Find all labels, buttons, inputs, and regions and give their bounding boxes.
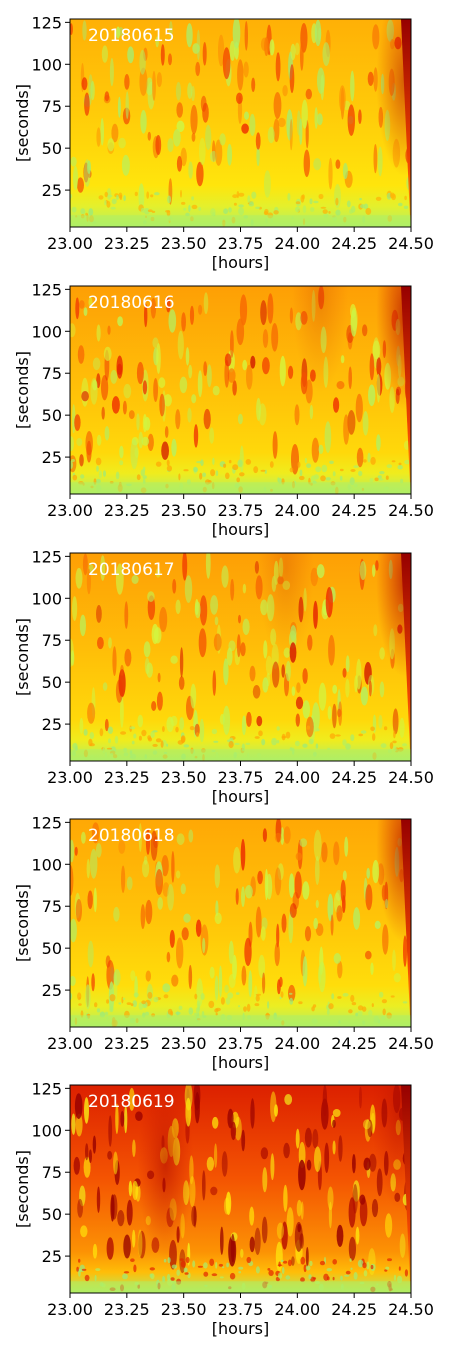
- x-tick-label: 23.00: [47, 768, 93, 787]
- y-tick-label: 100: [31, 589, 62, 608]
- x-axis-label: [hours]: [212, 1319, 269, 1338]
- y-tick-label: 75: [42, 364, 62, 383]
- y-tick-label: 50: [42, 673, 62, 692]
- x-tick-label: 23.00: [47, 501, 93, 520]
- x-tick-label: 23.00: [47, 1034, 93, 1053]
- x-tick-label: 23.00: [47, 234, 93, 253]
- x-tick-label: 24.00: [274, 1034, 320, 1053]
- x-axis-label: [hours]: [212, 787, 269, 806]
- x-tick-label: 23.75: [218, 768, 264, 787]
- y-tick-label: 100: [31, 1121, 62, 1140]
- x-tick-label: 24.50: [388, 1300, 434, 1319]
- spectrogram-panel-1: 20180615 23.00 23.25 23.50 23.75 24.00 24.25 24…: [13, 13, 434, 272]
- y-tick-label: 25: [42, 981, 62, 1000]
- x-tick-label: 24.00: [274, 501, 320, 520]
- y-tick-label: 50: [42, 1205, 62, 1224]
- x-tick-label: 23.50: [161, 1034, 207, 1053]
- y-tick-label: 100: [31, 55, 62, 74]
- x-tick-label: 23.25: [104, 1300, 150, 1319]
- x-tick-label: 23.75: [218, 1300, 264, 1319]
- x-tick-label: 23.50: [161, 1300, 207, 1319]
- y-axis-label: [seconds]: [13, 618, 32, 696]
- x-tick-label: 23.75: [218, 501, 264, 520]
- x-tick-label: 24.50: [388, 234, 434, 253]
- heatmap-texture: [70, 819, 411, 1027]
- x-tick-label: 24.00: [274, 768, 320, 787]
- y-tick-label: 25: [42, 1247, 62, 1266]
- y-tick-label: 25: [42, 715, 62, 734]
- x-tick-label: 23.25: [104, 768, 150, 787]
- x-tick-label: 23.75: [218, 234, 264, 253]
- y-tick-label: 125: [31, 1079, 62, 1098]
- cone-of-influence-edge: [401, 286, 411, 494]
- x-tick-label: 24.50: [388, 1034, 434, 1053]
- x-tick-label: 23.25: [104, 1034, 150, 1053]
- heatmap-texture: [70, 286, 411, 494]
- spectrogram-panel-3: 20180617 23.00 23.25 23.50 23.75 24.00 24.25 24…: [13, 547, 434, 806]
- y-tick-label: 75: [42, 1163, 62, 1182]
- cone-of-influence-edge: [401, 553, 411, 761]
- panel-title: 20180619: [88, 1092, 175, 1112]
- y-axis-label: [seconds]: [13, 351, 32, 429]
- heatmap-texture: [70, 19, 411, 227]
- x-tick-label: 23.25: [104, 501, 150, 520]
- panel-title: 20180617: [88, 560, 175, 580]
- y-axis-label: [seconds]: [13, 84, 32, 162]
- y-tick-label: 125: [31, 813, 62, 832]
- y-tick-label: 75: [42, 97, 62, 116]
- x-axis-label: [hours]: [212, 253, 269, 272]
- x-tick-label: 24.25: [331, 768, 377, 787]
- y-tick-label: 50: [42, 139, 62, 158]
- cone-of-influence-edge: [401, 819, 411, 1027]
- x-tick-label: 23.50: [161, 768, 207, 787]
- panel-title: 20180615: [88, 26, 175, 46]
- x-tick-label: 23.00: [47, 1300, 93, 1319]
- x-tick-label: 23.25: [104, 234, 150, 253]
- spectrogram-panel-5: 20180619 23.00 23.25 23.50 23.75 24.00 24.25 24…: [13, 1079, 434, 1338]
- x-tick-label: 23.75: [218, 1034, 264, 1053]
- y-tick-label: 25: [42, 448, 62, 467]
- cone-of-influence-edge: [401, 1085, 411, 1293]
- x-tick-label: 24.25: [331, 501, 377, 520]
- panel-title: 20180616: [88, 293, 175, 313]
- y-tick-label: 25: [42, 181, 62, 200]
- y-axis-label: [seconds]: [13, 1150, 32, 1228]
- heatmap-texture: [70, 1085, 411, 1293]
- y-tick-label: 50: [42, 406, 62, 425]
- y-tick-label: 125: [31, 547, 62, 566]
- x-tick-label: 24.50: [388, 501, 434, 520]
- x-tick-label: 24.00: [274, 1300, 320, 1319]
- spectrogram-panel-2: 20180616 23.00 23.25 23.50 23.75 24.00 24.25 24…: [13, 280, 434, 539]
- y-tick-label: 125: [31, 280, 62, 299]
- y-tick-label: 75: [42, 631, 62, 650]
- y-tick-label: 100: [31, 855, 62, 874]
- y-tick-label: 50: [42, 939, 62, 958]
- x-axis-label: [hours]: [212, 520, 269, 539]
- y-tick-label: 75: [42, 897, 62, 916]
- x-tick-label: 24.25: [331, 1034, 377, 1053]
- y-tick-label: 100: [31, 322, 62, 341]
- x-tick-label: 23.50: [161, 501, 207, 520]
- heatmap-texture: [70, 553, 411, 761]
- x-tick-label: 24.25: [331, 1300, 377, 1319]
- x-tick-label: 23.50: [161, 234, 207, 253]
- y-tick-label: 125: [31, 13, 62, 32]
- x-tick-label: 24.25: [331, 234, 377, 253]
- y-axis-label: [seconds]: [13, 884, 32, 962]
- cone-of-influence-edge: [401, 19, 411, 227]
- x-axis-label: [hours]: [212, 1053, 269, 1072]
- x-tick-label: 24.00: [274, 234, 320, 253]
- spectrogram-panel-4: 20180618 23.00 23.25 23.50 23.75 24.00 24.25 24…: [13, 813, 434, 1072]
- panel-title: 20180618: [88, 826, 175, 846]
- x-tick-label: 24.50: [388, 768, 434, 787]
